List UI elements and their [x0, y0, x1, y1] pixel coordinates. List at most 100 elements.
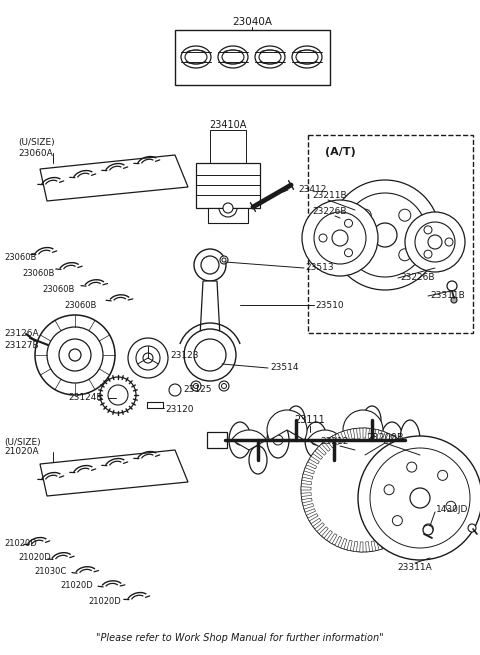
- Circle shape: [384, 485, 394, 495]
- Polygon shape: [329, 534, 337, 544]
- Circle shape: [332, 230, 348, 246]
- Polygon shape: [326, 438, 335, 448]
- Polygon shape: [322, 442, 330, 451]
- Polygon shape: [376, 540, 382, 550]
- Circle shape: [191, 381, 201, 391]
- Text: 23200B: 23200B: [366, 433, 404, 443]
- Circle shape: [184, 329, 236, 381]
- Circle shape: [392, 515, 402, 525]
- Bar: [308, 135, 473, 333]
- Polygon shape: [338, 432, 344, 443]
- Circle shape: [446, 501, 456, 512]
- Polygon shape: [410, 465, 421, 472]
- Text: (U/SIZE): (U/SIZE): [18, 138, 55, 147]
- Circle shape: [128, 338, 168, 378]
- Circle shape: [343, 193, 427, 277]
- Circle shape: [220, 256, 228, 264]
- Polygon shape: [384, 434, 391, 443]
- Bar: [147, 402, 163, 408]
- Polygon shape: [308, 514, 318, 521]
- Text: 23040A: 23040A: [232, 17, 272, 27]
- Ellipse shape: [249, 446, 267, 474]
- Circle shape: [415, 222, 455, 262]
- Text: 23124B: 23124B: [68, 394, 103, 403]
- Circle shape: [410, 488, 430, 508]
- Polygon shape: [374, 430, 379, 440]
- Wedge shape: [308, 430, 342, 450]
- Text: (A/T): (A/T): [325, 147, 356, 157]
- Circle shape: [407, 462, 417, 472]
- Ellipse shape: [363, 406, 381, 434]
- Circle shape: [359, 249, 371, 261]
- Wedge shape: [232, 430, 266, 450]
- Circle shape: [423, 524, 433, 534]
- Bar: [196, 163, 260, 208]
- Text: 23060B: 23060B: [42, 286, 74, 295]
- Polygon shape: [347, 540, 352, 551]
- Polygon shape: [306, 462, 317, 469]
- Circle shape: [194, 249, 226, 281]
- Ellipse shape: [267, 422, 289, 458]
- Polygon shape: [379, 431, 385, 441]
- Text: 23060B: 23060B: [64, 301, 96, 310]
- Polygon shape: [303, 504, 313, 509]
- Polygon shape: [315, 523, 324, 531]
- Text: 23127B: 23127B: [4, 341, 38, 350]
- Polygon shape: [366, 542, 370, 552]
- Circle shape: [423, 525, 433, 535]
- Polygon shape: [402, 449, 411, 457]
- Polygon shape: [301, 480, 312, 485]
- Circle shape: [143, 353, 153, 363]
- Circle shape: [69, 349, 81, 361]
- Polygon shape: [408, 459, 418, 466]
- Text: 23212: 23212: [320, 438, 348, 447]
- Circle shape: [193, 383, 199, 388]
- Text: 21020D: 21020D: [4, 540, 37, 548]
- Polygon shape: [353, 542, 358, 552]
- Circle shape: [235, 435, 245, 445]
- Text: 23211B: 23211B: [312, 191, 347, 200]
- Polygon shape: [413, 501, 424, 506]
- Text: 23060B: 23060B: [4, 253, 36, 263]
- Text: 23514: 23514: [270, 364, 299, 373]
- Circle shape: [370, 448, 470, 548]
- Text: 23123: 23123: [170, 350, 199, 360]
- Polygon shape: [415, 490, 425, 493]
- Polygon shape: [396, 529, 405, 538]
- Circle shape: [169, 384, 181, 396]
- Circle shape: [424, 226, 432, 234]
- Polygon shape: [40, 155, 188, 201]
- Polygon shape: [414, 477, 424, 482]
- Polygon shape: [363, 428, 366, 438]
- Polygon shape: [199, 281, 221, 355]
- Ellipse shape: [400, 420, 420, 460]
- Circle shape: [311, 438, 415, 542]
- Circle shape: [221, 383, 227, 388]
- Polygon shape: [301, 493, 312, 496]
- Circle shape: [219, 381, 229, 391]
- Polygon shape: [382, 538, 388, 548]
- Polygon shape: [302, 474, 313, 479]
- Circle shape: [399, 249, 411, 261]
- Text: 23226B: 23226B: [312, 208, 347, 217]
- Text: 23410A: 23410A: [209, 120, 247, 130]
- Circle shape: [358, 436, 480, 560]
- Text: 23125: 23125: [183, 386, 212, 394]
- Polygon shape: [403, 521, 413, 529]
- Circle shape: [468, 524, 476, 532]
- Polygon shape: [324, 531, 333, 540]
- Text: 21020D: 21020D: [60, 582, 93, 591]
- Circle shape: [424, 250, 432, 258]
- Polygon shape: [398, 444, 407, 453]
- Text: (U/SIZE): (U/SIZE): [4, 438, 41, 447]
- Polygon shape: [405, 453, 415, 462]
- Ellipse shape: [381, 422, 403, 458]
- Circle shape: [447, 281, 457, 291]
- Circle shape: [47, 327, 103, 383]
- Circle shape: [359, 209, 371, 221]
- Polygon shape: [391, 532, 399, 542]
- Circle shape: [194, 339, 226, 371]
- Polygon shape: [309, 457, 319, 464]
- Text: 23513: 23513: [305, 263, 334, 272]
- Text: 23311A: 23311A: [397, 563, 432, 572]
